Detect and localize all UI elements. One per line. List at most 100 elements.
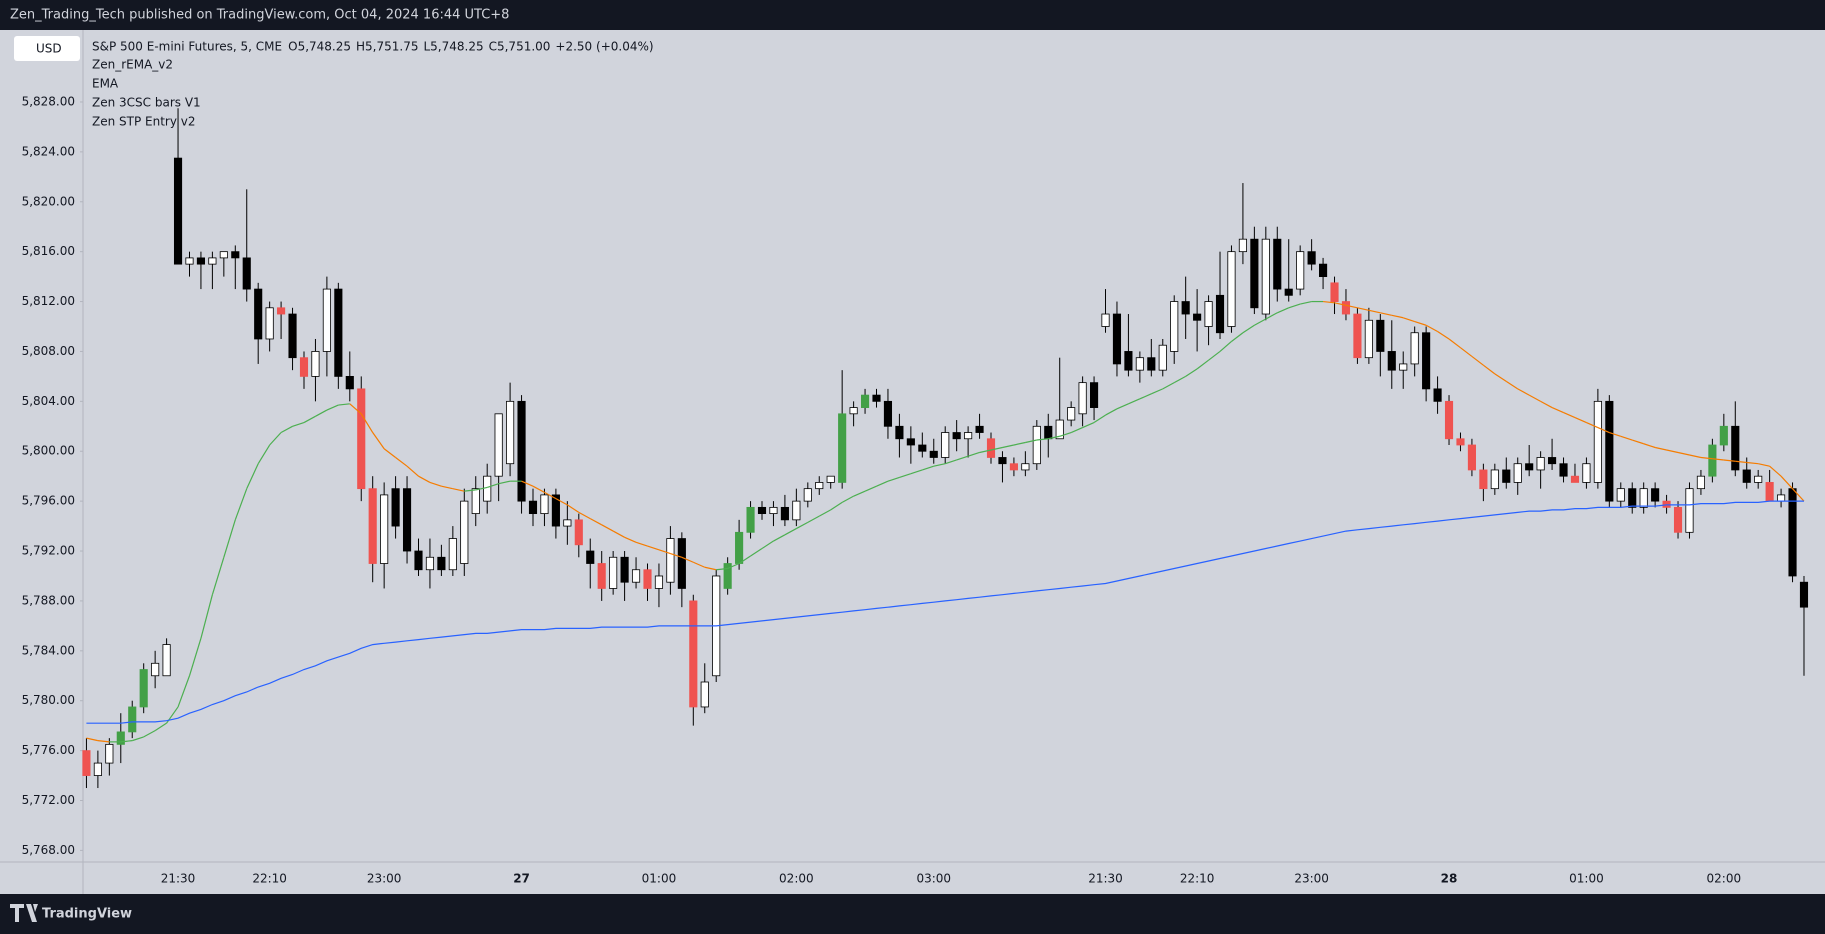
candle-body — [609, 556, 618, 589]
indicator-segment — [326, 404, 339, 411]
indicator-segment — [406, 465, 419, 477]
candle-body — [368, 488, 377, 564]
indicator-segment — [841, 495, 854, 503]
candle-body — [1513, 463, 1522, 483]
candle — [1490, 463, 1499, 495]
plot-background — [0, 30, 1825, 894]
candle-body — [1456, 438, 1465, 446]
candle — [208, 251, 217, 290]
indicator-segment — [1025, 439, 1037, 444]
candle — [1158, 338, 1167, 377]
candle — [1055, 357, 1064, 440]
candle-body — [1799, 581, 1809, 608]
candle-body — [334, 288, 343, 377]
candle-body — [208, 257, 217, 265]
indicator-segment — [1403, 317, 1415, 323]
x-tick-label: 27 — [513, 872, 530, 886]
candle-body — [483, 475, 492, 502]
y-tick-label: 5,820.00 — [22, 194, 75, 208]
candle-body — [723, 563, 732, 589]
indicator-segment — [120, 740, 133, 743]
candle — [1525, 445, 1534, 477]
candle-body — [242, 257, 251, 290]
candle-body — [1296, 251, 1305, 290]
candle — [1215, 251, 1225, 339]
x-tick-label: 21:30 — [161, 872, 196, 886]
candle-body — [357, 388, 366, 490]
candle — [986, 432, 996, 464]
indicator-segment — [292, 421, 305, 427]
candle — [654, 563, 664, 608]
indicator-segment — [1471, 355, 1484, 366]
indicator-segment — [1448, 338, 1461, 349]
candle-body — [311, 351, 320, 377]
y-tick-label: 5,800.00 — [22, 444, 75, 458]
candle-body — [883, 400, 893, 427]
candle — [551, 488, 560, 539]
candle — [1193, 289, 1202, 352]
candle — [1101, 289, 1110, 333]
candle — [1124, 314, 1133, 377]
candle-body — [1261, 238, 1270, 315]
currency-label[interactable]: USD — [36, 42, 62, 56]
candle — [609, 551, 618, 595]
indicator-segment — [967, 451, 980, 457]
candle — [666, 526, 675, 595]
indicator-segment — [1196, 359, 1209, 370]
indicator-segment — [1620, 435, 1633, 441]
indicator-segment — [1746, 461, 1759, 465]
candle-body — [654, 575, 664, 589]
currency-button[interactable] — [14, 36, 80, 61]
indicator-segment — [1517, 388, 1530, 396]
indicator-segment — [1780, 475, 1793, 490]
x-tick-label: 02:00 — [1707, 872, 1742, 886]
candle-body — [173, 157, 183, 265]
indicator-segment — [1425, 324, 1438, 333]
indicator-segment — [1655, 446, 1667, 451]
indicator-segment — [1540, 400, 1553, 409]
candle — [242, 189, 251, 302]
indicator-segment — [532, 485, 545, 493]
candle-body — [288, 313, 297, 359]
indicator-segment — [945, 459, 957, 465]
candle-body — [597, 563, 606, 589]
indicator-segment — [1505, 380, 1519, 390]
candle-body — [460, 500, 469, 564]
y-tick-label: 5,804.00 — [22, 394, 75, 408]
candle-body — [1170, 301, 1179, 352]
indicator-segment — [154, 722, 167, 732]
candle — [1135, 351, 1144, 383]
candle — [906, 426, 915, 464]
candle — [1009, 457, 1018, 477]
candle — [1754, 469, 1763, 489]
candle-body — [1582, 463, 1591, 483]
candle — [769, 501, 778, 527]
candle — [941, 426, 950, 464]
candle — [1376, 314, 1385, 377]
candle — [757, 501, 767, 520]
candle — [1147, 338, 1156, 377]
candle-body — [666, 538, 675, 583]
indicator-segment — [1323, 300, 1335, 304]
candle-body — [1319, 263, 1328, 278]
candle-body — [1673, 506, 1683, 533]
candle — [437, 544, 446, 576]
y-tick-label: 5,816.00 — [22, 244, 75, 258]
candle — [1685, 482, 1694, 539]
candle — [1628, 482, 1637, 514]
legend-entry: Zen STP Entry v2 — [92, 115, 196, 129]
candle-body — [895, 425, 904, 440]
candle-body — [1387, 351, 1396, 371]
candle-body — [1410, 332, 1419, 365]
indicator-segment — [1597, 426, 1610, 434]
indicator-segment — [1712, 458, 1724, 461]
candle — [723, 557, 732, 595]
x-tick-label: 21:30 — [1088, 872, 1123, 886]
candle-body — [1341, 301, 1351, 315]
logo — [10, 904, 38, 922]
candle — [402, 476, 412, 564]
indicator-segment — [796, 521, 809, 530]
candle — [975, 413, 984, 439]
indicator-segment — [681, 556, 694, 563]
candle-body — [1158, 344, 1167, 371]
